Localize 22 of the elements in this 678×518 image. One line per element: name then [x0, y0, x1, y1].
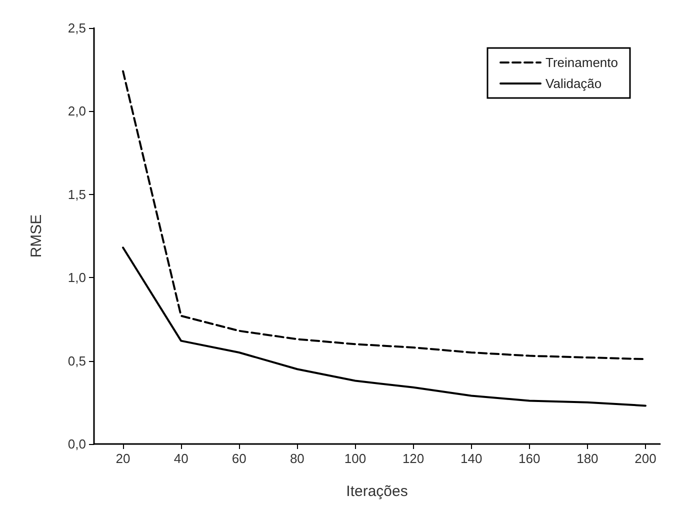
y-tick-label: 0,5 [68, 353, 86, 368]
x-tick-label: 20 [116, 451, 130, 466]
x-tick-label: 100 [344, 451, 366, 466]
x-tick-label: 140 [460, 451, 482, 466]
x-tick-label: 80 [290, 451, 304, 466]
y-tick-label: 1,5 [68, 186, 86, 202]
y-tick-label: 0,0 [68, 436, 86, 452]
line-series [122, 246, 646, 407]
x-tick-label: 120 [402, 451, 424, 466]
x-tick-label: 200 [634, 451, 656, 466]
y-tick-label: 2,5 [68, 20, 86, 36]
x-tick-label: 160 [518, 451, 540, 466]
y-tick-label: 2,0 [68, 104, 86, 119]
x-tick-label: 40 [174, 451, 188, 466]
x-tick-label: 60 [232, 451, 246, 466]
line-series [122, 70, 646, 360]
y-tick-label: 1,0 [68, 270, 86, 286]
legend-label: Validação [546, 76, 602, 91]
x-tick-label: 180 [576, 451, 598, 466]
y-axis-title: RMSE [28, 214, 45, 258]
legend-label: Treinamento [546, 55, 618, 70]
x-axis-title: Iterações [346, 483, 408, 500]
